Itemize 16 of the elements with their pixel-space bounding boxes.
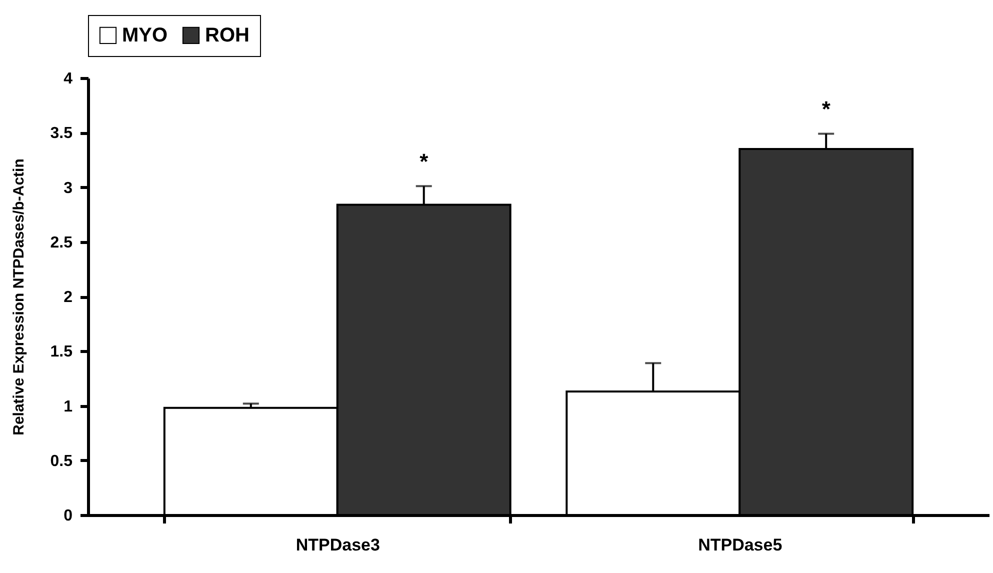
y-tick-label: 0	[64, 508, 73, 524]
legend-label: ROH	[205, 24, 250, 46]
y-tick-label: 0.5	[50, 452, 73, 470]
y-tick-label: 2	[64, 289, 73, 306]
x-tick-label: NTPDase3	[296, 536, 380, 554]
annotation: *	[420, 149, 429, 174]
y-tick-label: 3	[64, 180, 73, 197]
y-axis-title: Relative Expression NTPDases/b-Actin	[10, 158, 28, 436]
y-tick-label: 4	[64, 70, 73, 88]
y-tick-label: 2.5	[50, 234, 73, 252]
x-tick-label: NTPDase5	[698, 536, 782, 554]
y-tick-label: 1.5	[50, 344, 73, 361]
y-tick-label: 1	[64, 398, 73, 416]
annotation: *	[822, 96, 831, 122]
y-tick-label: 3.5	[50, 125, 73, 142]
legend-label: MYO	[122, 24, 168, 46]
